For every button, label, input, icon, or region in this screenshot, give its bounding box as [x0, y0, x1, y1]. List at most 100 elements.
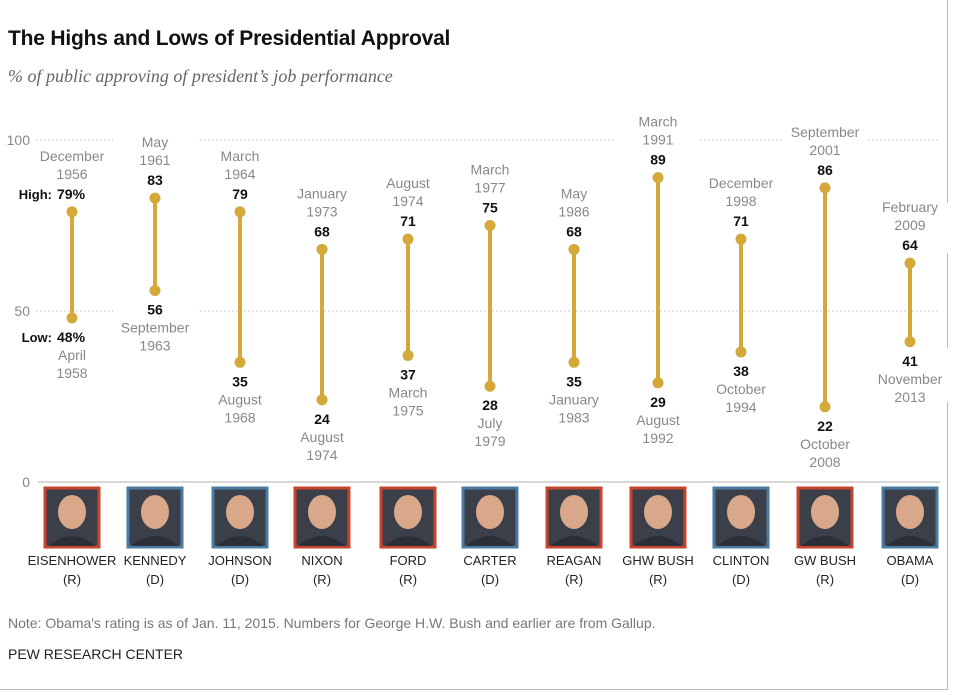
- low-date-month: November: [878, 371, 943, 387]
- portrait-face: [644, 495, 672, 529]
- high-date-month: May: [142, 134, 168, 150]
- high-date-year: 2001: [809, 142, 840, 158]
- low-value: 22: [817, 418, 833, 434]
- label-bg: [30, 323, 114, 378]
- low-point: [568, 356, 580, 368]
- portrait-face: [476, 495, 504, 529]
- label-bg: [868, 347, 952, 402]
- y-tick-label: 100: [7, 132, 31, 148]
- label-bg: [783, 127, 867, 178]
- high-date-year: 1986: [558, 203, 589, 219]
- high-point: [316, 243, 328, 255]
- president-party: (D): [230, 572, 250, 587]
- portrait-suit: [131, 536, 179, 546]
- president-name: CARTER: [463, 553, 517, 568]
- president-party: (R): [62, 572, 82, 587]
- portrait-face: [727, 495, 755, 529]
- high-value: 79: [232, 186, 248, 202]
- label-bg: [113, 138, 197, 189]
- president-name: REAGAN: [546, 553, 602, 568]
- high-date-month: August: [386, 175, 430, 191]
- high-date-year: 1991: [642, 132, 673, 148]
- high-date-month: March: [639, 114, 678, 130]
- high-value: 89: [650, 152, 666, 168]
- high-point: [568, 243, 580, 255]
- high-point: [904, 257, 916, 269]
- high-date-month: September: [791, 124, 860, 140]
- high-value: 86: [817, 162, 833, 178]
- low-point: [904, 336, 916, 348]
- label-bg: [616, 388, 700, 443]
- low-date-year: 1963: [139, 337, 170, 353]
- low-value: 28: [482, 397, 498, 413]
- high-date-month: May: [561, 185, 587, 201]
- low-value: 41: [902, 353, 918, 369]
- portrait-suit: [801, 536, 849, 546]
- low-value: 29: [650, 394, 666, 410]
- president-party: (D): [731, 572, 751, 587]
- high-value: 71: [400, 213, 416, 229]
- low-value: 37: [400, 366, 416, 382]
- portrait-face: [896, 495, 924, 529]
- high-value: 79%: [57, 186, 86, 202]
- portrait-suit: [717, 536, 765, 546]
- president-name: CLINTON: [712, 553, 770, 568]
- label-bg: [30, 151, 114, 202]
- high-point: [234, 206, 246, 218]
- president-name: OBAMA: [886, 553, 934, 568]
- label-bg: [366, 361, 450, 416]
- president-name: FORD: [389, 553, 427, 568]
- high-value: 75: [482, 200, 498, 216]
- president-name: NIXON: [301, 553, 343, 568]
- portrait-suit: [886, 536, 934, 546]
- high-date-month: March: [471, 162, 510, 178]
- high-date-month: January: [297, 185, 347, 201]
- portrait-suit: [466, 536, 514, 546]
- president-name: GHW BUSH: [622, 553, 694, 568]
- high-date-year: 1956: [56, 166, 87, 182]
- portrait-suit: [298, 536, 346, 546]
- high-date-year: 1974: [392, 193, 423, 209]
- president-party: (D): [145, 572, 165, 587]
- low-value: 38: [733, 363, 749, 379]
- y-tick-label: 0: [22, 474, 30, 490]
- high-value: 83: [147, 172, 163, 188]
- portrait-face: [811, 495, 839, 529]
- low-value: 35: [566, 373, 582, 389]
- label-bg: [280, 405, 364, 460]
- high-value: 64: [902, 237, 918, 253]
- low-point: [652, 377, 664, 389]
- portrait-face: [141, 495, 169, 529]
- chart-subtitle: % of public approving of president’s job…: [8, 66, 393, 86]
- high-value: 71: [733, 213, 749, 229]
- label-bg: [198, 368, 282, 423]
- portrait-suit: [634, 536, 682, 546]
- low-prefix: Low:: [22, 330, 52, 345]
- president-name: JOHNSON: [208, 553, 272, 568]
- low-value: 48%: [57, 329, 86, 345]
- low-date-month: September: [121, 319, 190, 335]
- high-point: [735, 233, 747, 245]
- low-date-month: October: [716, 381, 766, 397]
- label-bg: [366, 179, 450, 230]
- high-date-month: March: [221, 148, 260, 164]
- low-date-month: January: [549, 391, 599, 407]
- label-bg: [699, 179, 783, 230]
- high-date-year: 1977: [474, 180, 505, 196]
- low-date-year: 2008: [809, 454, 840, 470]
- president-party: (D): [900, 572, 920, 587]
- low-date-year: 1979: [474, 433, 505, 449]
- low-date-year: 1968: [224, 409, 255, 425]
- president-party: (R): [312, 572, 332, 587]
- label-bg: [868, 203, 952, 254]
- low-point: [234, 356, 246, 368]
- low-value: 24: [314, 411, 330, 427]
- label-bg: [113, 296, 197, 351]
- low-date-year: 1958: [56, 365, 87, 381]
- label-bg: [532, 189, 616, 240]
- low-date-month: July: [478, 415, 503, 431]
- portrait-face: [560, 495, 588, 529]
- low-date-month: August: [636, 412, 680, 428]
